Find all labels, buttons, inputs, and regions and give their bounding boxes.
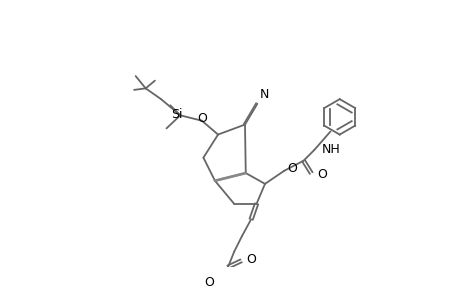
Text: Si: Si xyxy=(171,108,183,121)
Text: NH: NH xyxy=(321,143,340,156)
Text: O: O xyxy=(246,253,256,266)
Text: O: O xyxy=(197,112,207,125)
Text: O: O xyxy=(287,162,297,175)
Text: O: O xyxy=(317,168,326,181)
Text: N: N xyxy=(259,88,269,101)
Text: O: O xyxy=(203,276,213,289)
